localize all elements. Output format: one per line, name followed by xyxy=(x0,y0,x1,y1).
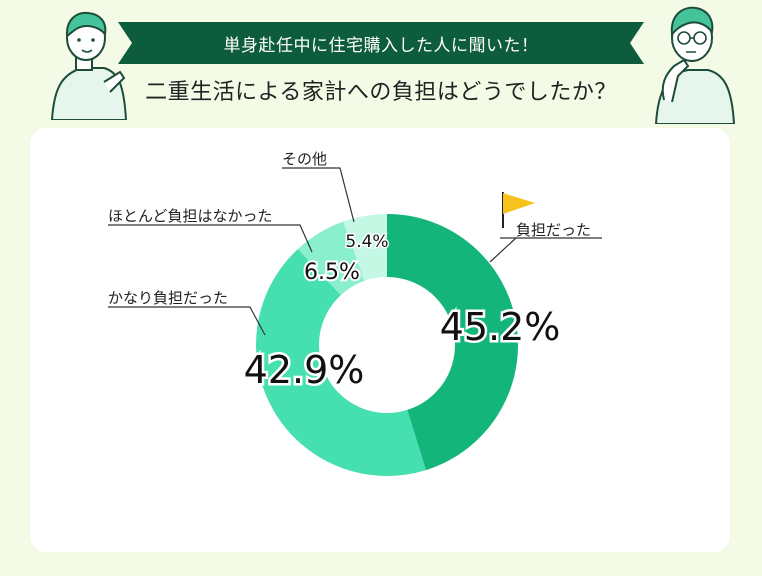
value-label-slice4: 5.4% xyxy=(345,232,388,252)
survey-question: 二重生活による家計への負担はどうでしたか？ xyxy=(145,80,617,105)
category-label-slice3: ほとんど負担はなかった xyxy=(108,207,273,225)
value-label-slice2: 42.9% xyxy=(244,348,365,392)
donut-slice-3 xyxy=(297,221,365,296)
leader-line-slice2 xyxy=(108,306,266,336)
category-label-slice1: 負担だった xyxy=(516,221,591,239)
man-left-illustration xyxy=(50,11,128,120)
banner-text: 単身赴任中に住宅購入した人に聞いた！ xyxy=(223,35,539,56)
chart-card xyxy=(30,128,730,552)
donut-slice-2 xyxy=(256,248,426,476)
donut-slice-1 xyxy=(387,214,518,471)
category-label-slice4: その他 xyxy=(282,150,327,168)
donut-slice-4 xyxy=(343,214,387,281)
banner-ribbon xyxy=(118,22,644,64)
banner: 単身赴任中に住宅購入した人に聞いた！ xyxy=(118,22,644,64)
category-label-slice2: かなり負担だった xyxy=(108,289,228,307)
value-label-slice3: 6.5% xyxy=(304,260,360,285)
flag-icon xyxy=(502,192,535,228)
leader-line-slice1-stem xyxy=(489,237,517,263)
leader-line-slice3 xyxy=(108,224,313,253)
value-label-slice1: 45.2% xyxy=(440,305,561,349)
man-right-illustration xyxy=(654,6,736,124)
leader-line-slice4 xyxy=(282,167,355,223)
